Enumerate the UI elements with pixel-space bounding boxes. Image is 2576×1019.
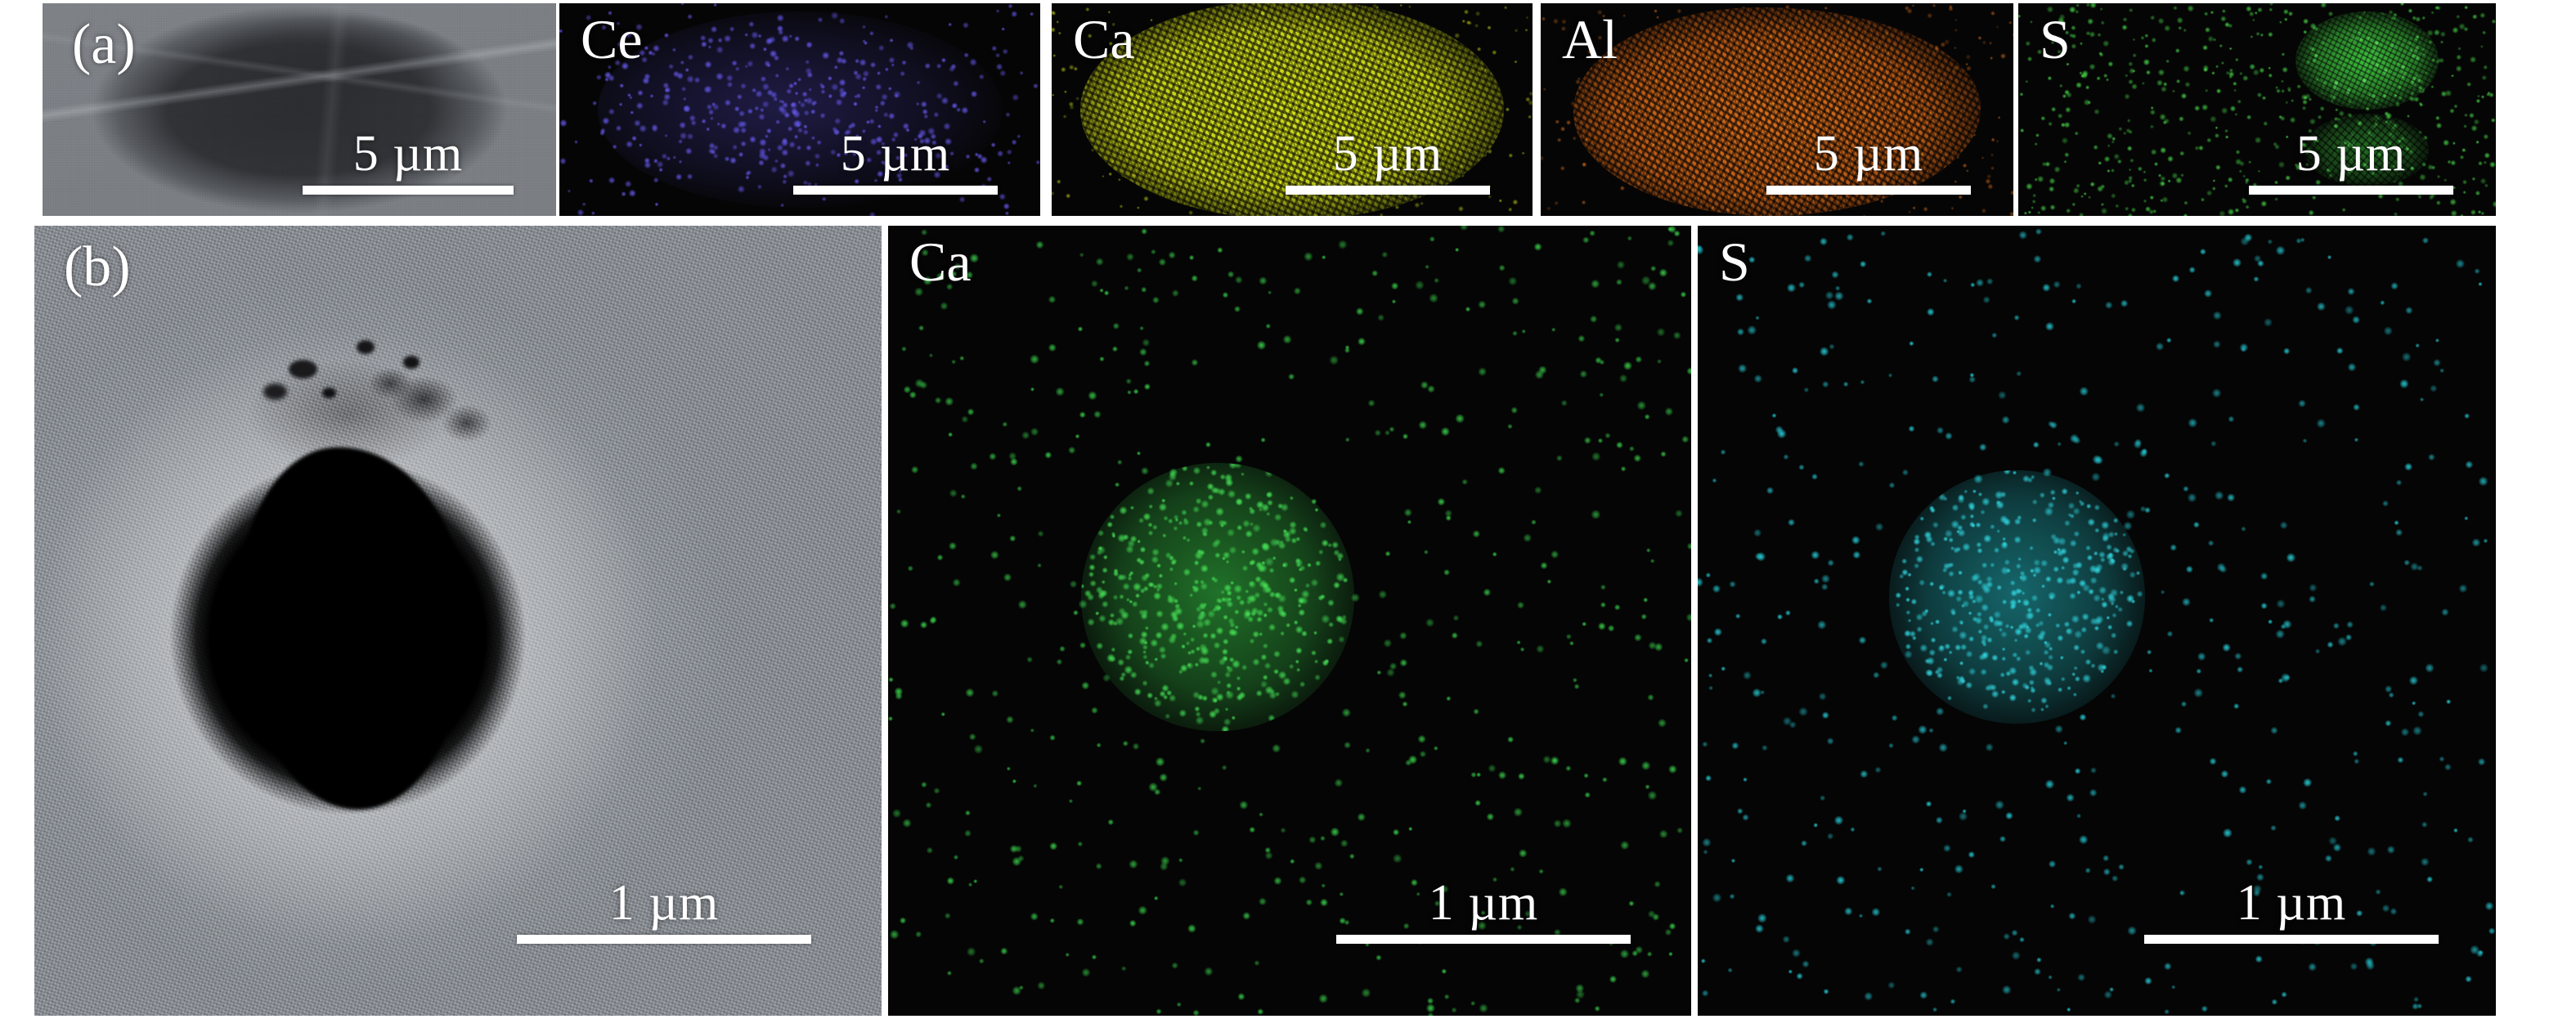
panel-b-s-content <box>1698 226 2496 1016</box>
scalebar-a-ca-line <box>1286 186 1490 195</box>
panel-a-ca-content <box>1052 3 1533 216</box>
scalebar-a-sem-text: 5 µm <box>352 126 464 182</box>
panel-b-ca-map: Ca 1 µm <box>888 226 1691 1016</box>
panel-label-al: Al <box>1562 8 1618 70</box>
scalebar-a-ca: 5 µm <box>1286 126 1490 195</box>
panel-a-al-map: Al 5 µm <box>1541 3 2013 216</box>
panel-a-sem-image: (a) 5 µm <box>43 3 556 216</box>
ca-dense-texture <box>1080 3 1504 216</box>
panel-a-ce-map: Ce 5 µm <box>559 3 1040 216</box>
panel-label-s-b: S <box>1719 231 1750 293</box>
panel-label-s-a: S <box>2040 8 2071 70</box>
panel-a-al-content <box>1541 3 2013 216</box>
scalebar-b-s: 1 µm <box>2144 875 2439 945</box>
panel-b-s-map: S 1 µm <box>1698 226 2496 1016</box>
panel-b-sem-image: (b) 1 µm <box>34 226 882 1016</box>
scalebar-a-s-line <box>2249 186 2453 195</box>
scalebar-a-ce-text: 5 µm <box>840 126 951 182</box>
panel-a-s-map: S 5 µm <box>2018 3 2496 216</box>
panel-a-s-content <box>2018 3 2496 216</box>
sem-b-debris-5 <box>322 388 336 398</box>
scalebar-b-s-line <box>2144 935 2439 945</box>
sem-b-debris-2 <box>356 340 375 355</box>
scalebar-a-al-text: 5 µm <box>1813 126 1924 182</box>
scalebar-a-sem: 5 µm <box>303 126 514 195</box>
panel-label-ca-a: Ca <box>1073 8 1135 70</box>
sem-grain-overlay <box>43 3 556 216</box>
scalebar-a-ca-text: 5 µm <box>1332 126 1443 182</box>
sem-b-grayscale-texture <box>34 226 882 1016</box>
panel-b-sem-content <box>34 226 882 1016</box>
s-hot-cluster-upper-texture <box>2295 11 2439 110</box>
scalebar-b-s-text: 1 µm <box>2236 875 2347 931</box>
s-hot-cluster-upper <box>2295 11 2439 110</box>
panel-a-ce-content <box>559 3 1040 216</box>
ce-dot-cluster <box>598 11 1002 208</box>
scalebar-b-ca: 1 µm <box>1336 875 1631 945</box>
scalebar-a-sem-line <box>303 186 514 195</box>
panel-label-b: (b) <box>64 236 131 299</box>
scalebar-b-sem-text: 1 µm <box>608 875 720 931</box>
scalebar-a-s: 5 µm <box>2249 126 2453 195</box>
scalebar-a-s-text: 5 µm <box>2296 126 2407 182</box>
s-b-central-cluster-dots <box>1889 470 2145 724</box>
sem-b-debris-1 <box>288 360 318 379</box>
panel-label-ce: Ce <box>581 8 643 70</box>
scalebar-a-al: 5 µm <box>1766 126 1971 195</box>
scalebar-a-ce: 5 µm <box>793 126 998 195</box>
scalebar-a-al-line <box>1766 186 1971 195</box>
panel-b-ca-content <box>888 226 1691 1016</box>
panel-label-ca-b: Ca <box>909 231 972 293</box>
scalebar-b-sem-line <box>517 935 811 945</box>
panel-a-ca-map: Ca 5 µm <box>1052 3 1533 216</box>
panel-label-a: (a) <box>72 13 136 76</box>
s-hot-cluster-lower-texture <box>2304 114 2430 186</box>
scalebar-b-sem: 1 µm <box>517 875 811 945</box>
al-dense-texture <box>1573 7 1981 216</box>
ca-b-central-cluster-dots <box>1080 462 1354 732</box>
sem-grayscale-texture <box>43 3 556 216</box>
scalebar-b-ca-line <box>1336 935 1631 945</box>
panel-a-sem-content <box>43 3 556 216</box>
ce-dot-speckle <box>559 3 1040 216</box>
sem-b-debris-3 <box>402 356 420 369</box>
scalebar-a-ce-line <box>793 186 998 195</box>
scalebar-b-ca-text: 1 µm <box>1428 875 1539 931</box>
sem-b-debris-4 <box>263 384 287 400</box>
sem-streak-overlay <box>43 3 556 216</box>
